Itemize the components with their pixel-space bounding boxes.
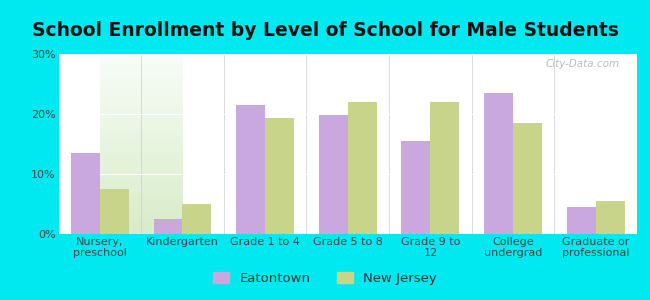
Text: School Enrollment by Level of School for Male Students: School Enrollment by Level of School for… xyxy=(32,21,618,40)
Legend: Eatontown, New Jersey: Eatontown, New Jersey xyxy=(208,267,442,290)
Bar xyxy=(318,115,348,234)
Bar xyxy=(567,207,595,234)
Bar xyxy=(484,93,513,234)
Bar xyxy=(236,105,265,234)
Bar xyxy=(513,123,542,234)
Bar xyxy=(183,204,211,234)
Bar xyxy=(595,201,625,234)
Text: City-Data.com: City-Data.com xyxy=(545,59,619,69)
Bar xyxy=(100,189,129,234)
Bar xyxy=(430,102,460,234)
Bar xyxy=(348,102,377,234)
Bar xyxy=(402,141,430,234)
Bar xyxy=(265,118,294,234)
Bar xyxy=(71,153,100,234)
Bar xyxy=(153,219,183,234)
